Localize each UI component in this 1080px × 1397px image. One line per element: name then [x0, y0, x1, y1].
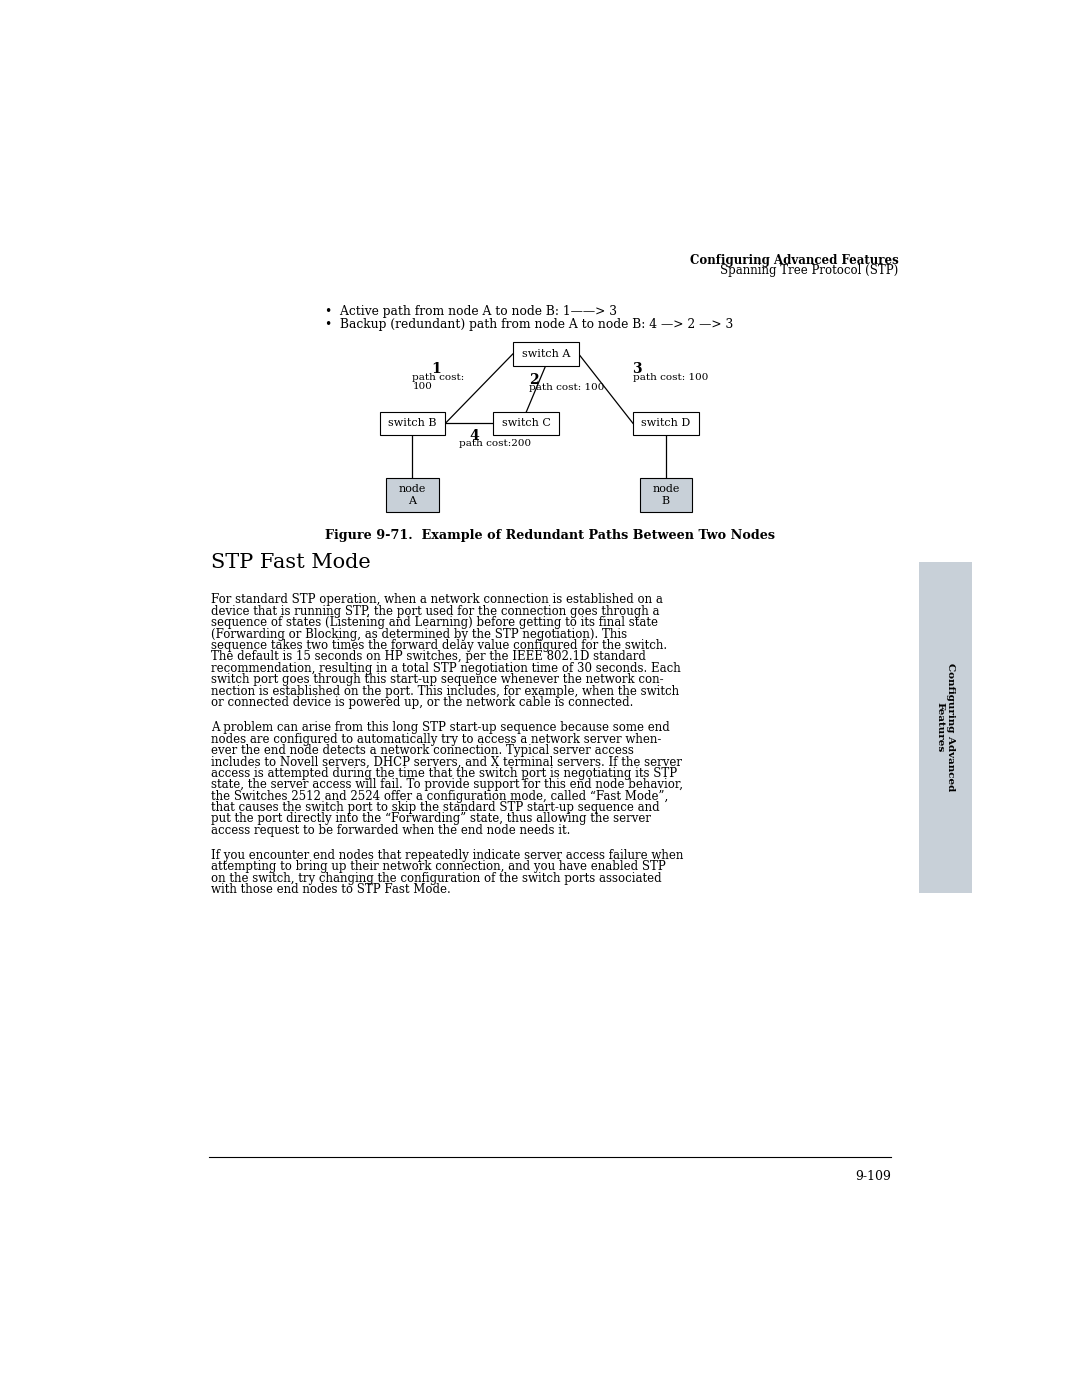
Text: 3: 3	[633, 362, 643, 376]
Text: switch port goes through this start-up sequence whenever the network con-: switch port goes through this start-up s…	[211, 673, 663, 686]
Text: device that is running STP, the port used for the connection goes through a: device that is running STP, the port use…	[211, 605, 660, 617]
Text: •  Active path from node A to node B: 1——> 3: • Active path from node A to node B: 1——…	[325, 306, 617, 319]
Text: access request to be forwarded when the end node needs it.: access request to be forwarded when the …	[211, 824, 570, 837]
Text: nodes are configured to automatically try to access a network server when-: nodes are configured to automatically tr…	[211, 732, 661, 746]
FancyBboxPatch shape	[919, 562, 972, 893]
FancyBboxPatch shape	[494, 412, 559, 434]
Text: put the port directly into the “Forwarding” state, thus allowing the server: put the port directly into the “Forwardi…	[211, 813, 651, 826]
FancyBboxPatch shape	[387, 478, 438, 511]
Text: switch C: switch C	[502, 418, 551, 429]
Text: node
A: node A	[399, 485, 427, 506]
Text: path cost:200: path cost:200	[459, 439, 531, 447]
Text: attempting to bring up their network connection, and you have enabled STP: attempting to bring up their network con…	[211, 861, 665, 873]
Text: 2: 2	[529, 373, 538, 387]
Text: •  Backup (redundant) path from node A to node B: 4 —> 2 —> 3: • Backup (redundant) path from node A to…	[325, 317, 733, 331]
Text: ever the end node detects a network connection. Typical server access: ever the end node detects a network conn…	[211, 745, 634, 757]
Text: A problem can arise from this long STP start-up sequence because some end: A problem can arise from this long STP s…	[211, 721, 670, 735]
FancyBboxPatch shape	[639, 478, 692, 511]
Text: Configuring Advanced Features: Configuring Advanced Features	[690, 254, 899, 267]
Text: Spanning Tree Protocol (STP): Spanning Tree Protocol (STP)	[720, 264, 899, 277]
Text: recommendation, resulting in a total STP negotiation time of 30 seconds. Each: recommendation, resulting in a total STP…	[211, 662, 680, 675]
Text: the Switches 2512 and 2524 offer a configuration mode, called “Fast Mode”,: the Switches 2512 and 2524 offer a confi…	[211, 789, 669, 803]
Text: switch A: switch A	[522, 349, 570, 359]
Text: For standard STP operation, when a network connection is established on a: For standard STP operation, when a netwo…	[211, 594, 663, 606]
Text: that causes the switch port to skip the standard STP start-up sequence and: that causes the switch port to skip the …	[211, 800, 660, 814]
Text: switch D: switch D	[642, 418, 690, 429]
Text: 4: 4	[470, 429, 480, 443]
Text: includes to Novell servers, DHCP servers, and X terminal servers. If the server: includes to Novell servers, DHCP servers…	[211, 756, 681, 768]
Text: (Forwarding or Blocking, as determined by the STP negotiation). This: (Forwarding or Blocking, as determined b…	[211, 627, 627, 641]
Text: path cost: 100: path cost: 100	[529, 383, 604, 393]
Text: The default is 15 seconds on HP switches, per the IEEE 802.1D standard: The default is 15 seconds on HP switches…	[211, 651, 646, 664]
Text: 9-109: 9-109	[854, 1171, 891, 1183]
FancyBboxPatch shape	[633, 412, 699, 434]
Text: on the switch, try changing the configuration of the switch ports associated: on the switch, try changing the configur…	[211, 872, 662, 884]
Text: If you encounter end nodes that repeatedly indicate server access failure when: If you encounter end nodes that repeated…	[211, 849, 684, 862]
Text: state, the server access will fail. To provide support for this end node behavio: state, the server access will fail. To p…	[211, 778, 683, 791]
FancyBboxPatch shape	[379, 412, 445, 434]
Text: node
B: node B	[652, 485, 679, 506]
Text: 1: 1	[431, 362, 441, 376]
Text: 100: 100	[413, 383, 432, 391]
Text: or connected device is powered up, or the network cable is connected.: or connected device is powered up, or th…	[211, 696, 633, 710]
Text: access is attempted during the time that the switch port is negotiating its STP: access is attempted during the time that…	[211, 767, 677, 780]
Text: Figure 9-71.  Example of Redundant Paths Between Two Nodes: Figure 9-71. Example of Redundant Paths …	[325, 529, 774, 542]
Text: path cost: 100: path cost: 100	[633, 373, 707, 383]
Text: path cost:: path cost:	[413, 373, 464, 383]
FancyBboxPatch shape	[513, 342, 579, 366]
Text: switch B: switch B	[388, 418, 436, 429]
Text: sequence of states (Listening and Learning) before getting to its final state: sequence of states (Listening and Learni…	[211, 616, 658, 629]
Text: Configuring Advanced
Features: Configuring Advanced Features	[936, 664, 956, 792]
Text: STP Fast Mode: STP Fast Mode	[211, 553, 370, 573]
Text: nection is established on the port. This includes, for example, when the switch: nection is established on the port. This…	[211, 685, 679, 697]
Text: with those end nodes to STP Fast Mode.: with those end nodes to STP Fast Mode.	[211, 883, 450, 897]
Text: sequence takes two times the forward delay value configured for the switch.: sequence takes two times the forward del…	[211, 638, 667, 652]
